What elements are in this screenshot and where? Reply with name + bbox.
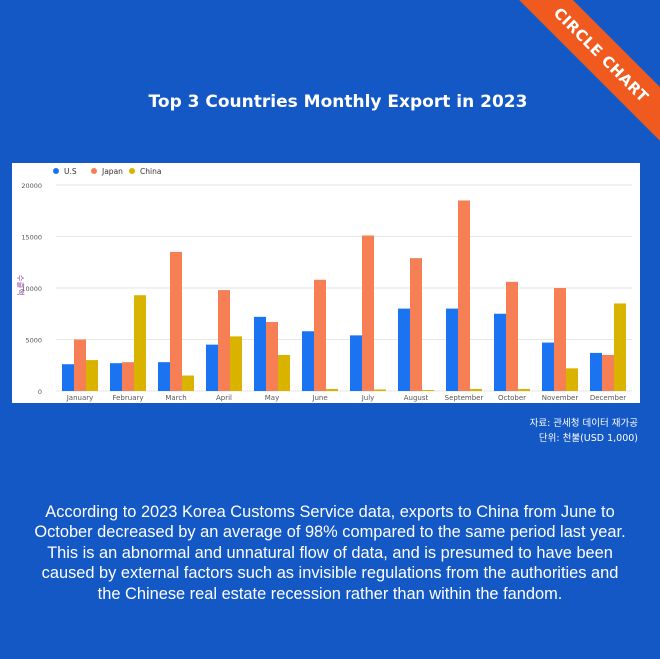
bar-japan-december bbox=[602, 354, 614, 391]
bar-us-april bbox=[206, 344, 218, 391]
caption-text: According to 2023 Korea Customs Service … bbox=[0, 502, 660, 604]
bar-china-july bbox=[374, 389, 386, 391]
x-tick-label: December bbox=[590, 394, 626, 402]
bar-us-february bbox=[110, 363, 122, 391]
x-tick-label: November bbox=[542, 394, 579, 402]
x-tick-label: September bbox=[445, 394, 484, 402]
source-line: 자료: 관세청 데이터 재가공 bbox=[529, 418, 638, 429]
bar-us-october bbox=[494, 313, 506, 391]
bar-chart: 0 5000 10000 15000 20000 수출액 January February Ma… bbox=[16, 167, 632, 402]
bar-us-november bbox=[542, 342, 554, 391]
x-tick-label: May bbox=[265, 394, 279, 402]
y-tick-label: 15000 bbox=[21, 234, 42, 242]
bar-china-may bbox=[278, 354, 290, 391]
bar-us-june bbox=[302, 331, 314, 391]
bar-china-december bbox=[614, 303, 626, 391]
bar-japan-march bbox=[170, 251, 182, 391]
caption-line-4: caused by external factors such as invis… bbox=[41, 564, 619, 583]
chart-title: Top 3 Countries Monthly Export in 2023 bbox=[148, 92, 528, 112]
bar-us-march bbox=[158, 362, 170, 391]
bar-japan-april bbox=[218, 290, 230, 391]
x-tick-label: March bbox=[165, 394, 186, 402]
x-tick-label: August bbox=[404, 394, 429, 402]
x-tick-label: October bbox=[498, 394, 526, 402]
bar-china-march bbox=[182, 375, 194, 391]
x-tick-label: June bbox=[311, 394, 327, 402]
bar-china-november bbox=[566, 368, 578, 391]
x-tick-label: July bbox=[361, 394, 375, 402]
legend-label: Japan bbox=[101, 167, 123, 176]
y-tick-label: 5000 bbox=[25, 337, 42, 345]
caption-line-1: According to 2023 Korea Customs Service … bbox=[45, 503, 615, 521]
bar-japan-may bbox=[266, 321, 278, 391]
bar-japan-september bbox=[458, 200, 470, 391]
caption-line-2: October decreased by an average of 98% c… bbox=[34, 523, 626, 542]
bar-us-september bbox=[446, 308, 458, 391]
bar-us-january bbox=[62, 364, 74, 391]
caption-line-5: the Chinese real estate recession rather… bbox=[97, 584, 563, 603]
source-note: 자료: 관세청 데이터 재가공 단위: 천불(USD 1,000) bbox=[530, 416, 638, 446]
bar-china-october bbox=[518, 388, 530, 391]
y-tick-label: 10000 bbox=[21, 285, 42, 293]
bar-japan-october bbox=[506, 281, 518, 391]
bar-us-may bbox=[254, 316, 266, 391]
chart-panel: 0 5000 10000 15000 20000 수출액 January February Ma… bbox=[12, 163, 640, 403]
bar-us-december bbox=[590, 352, 602, 391]
bar-china-august bbox=[422, 389, 434, 391]
badge-ribbon-wrap: CIRCLE CHART bbox=[500, 0, 660, 160]
y-tick-label: 20000 bbox=[21, 182, 42, 190]
bar-china-september bbox=[470, 388, 482, 391]
bar-us-july bbox=[350, 335, 362, 391]
y-axis-label: 수출액 bbox=[16, 275, 26, 296]
y-tick-label: 0 bbox=[38, 388, 42, 396]
bar-china-june bbox=[326, 388, 338, 391]
bar-china-april bbox=[230, 336, 242, 391]
unit-line: 단위: 천불(USD 1,000) bbox=[538, 433, 638, 444]
x-tick-label: April bbox=[216, 394, 232, 402]
legend-marker-china bbox=[129, 168, 135, 174]
bar-japan-august bbox=[410, 258, 422, 391]
caption-line-3: This is an abnormal and unnatural flow o… bbox=[47, 543, 613, 562]
bar-japan-july bbox=[362, 235, 374, 391]
bar-china-february bbox=[134, 295, 146, 391]
legend-label: U.S bbox=[64, 167, 77, 176]
bar-japan-january bbox=[74, 339, 86, 391]
bar-japan-february bbox=[122, 362, 134, 391]
circle-chart-badge: CIRCLE CHART bbox=[513, 0, 660, 143]
legend-marker-japan bbox=[91, 168, 97, 174]
bar-china-january bbox=[86, 360, 98, 391]
legend-label: China bbox=[140, 167, 161, 176]
bar-us-august bbox=[398, 308, 410, 391]
bar-japan-november bbox=[554, 288, 566, 391]
x-tick-label: January bbox=[66, 394, 94, 402]
legend-marker-us bbox=[53, 168, 59, 174]
bar-japan-june bbox=[314, 279, 326, 391]
x-tick-label: February bbox=[112, 394, 143, 402]
